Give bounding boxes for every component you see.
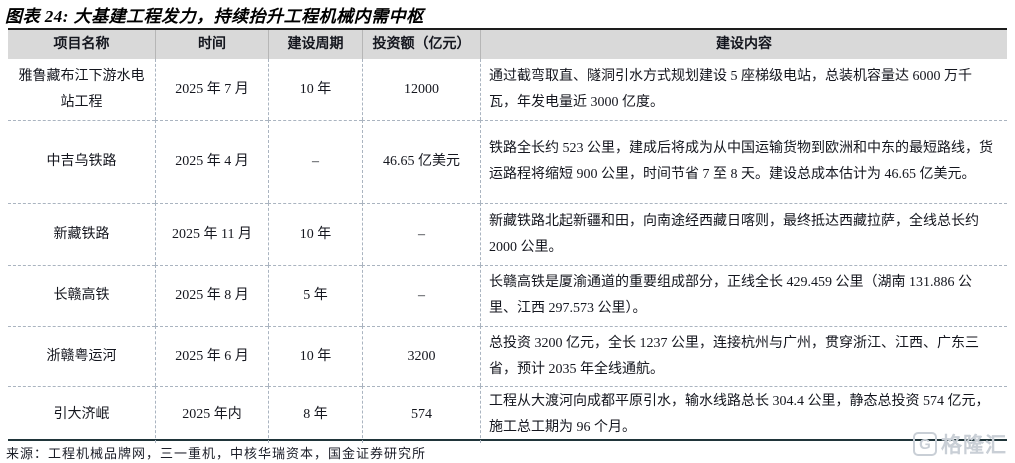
cell-investment: –	[362, 203, 480, 265]
header-time: 时间	[155, 30, 268, 59]
cell-time: 2025 年 7 月	[155, 59, 268, 120]
cell-period: 5 年	[268, 265, 362, 326]
cell-project-name: 浙赣粤运河	[8, 326, 155, 386]
cell-period: 10 年	[268, 203, 362, 265]
cell-content: 工程从大渡河向成都平原引水，输水线路总长 304.4 公里，静态总投资 574 …	[480, 386, 1007, 443]
header-period: 建设周期	[268, 30, 362, 59]
gelonghui-watermark: G 格隆汇	[913, 429, 1007, 459]
cell-time: 2025 年 8 月	[155, 265, 268, 326]
table-row: 浙赣粤运河 2025 年 6 月 10 年 3200 总投资 3200 亿元，全…	[8, 326, 1007, 386]
cell-project-name: 引大济岷	[8, 386, 155, 443]
cell-time: 2025 年 11 月	[155, 203, 268, 265]
cell-content: 长赣高铁是厦渝通道的重要组成部分，正线全长 429.459 公里（湖南 131.…	[480, 265, 1007, 326]
gelonghui-logo-icon: G	[913, 432, 937, 456]
cell-investment: 574	[362, 386, 480, 443]
source-note: 来源：工程机械品牌网，三一重机，中核华瑞资本，国金证券研究所	[6, 446, 427, 461]
table-header-row: 项目名称 时间 建设周期 投资额（亿元） 建设内容	[8, 30, 1007, 59]
watermark-label: 格隆汇	[941, 434, 1007, 457]
cell-investment: 12000	[362, 59, 480, 120]
cell-time: 2025 年 6 月	[155, 326, 268, 386]
header-content: 建设内容	[480, 30, 1007, 59]
figure-title: 图表 24: 大基建工程发力，持续抬升工程机械内需中枢	[5, 7, 424, 26]
cell-project-name: 雅鲁藏布江下游水电站工程	[18, 68, 145, 110]
cell-period: 8 年	[268, 386, 362, 443]
table-row: 新藏铁路 2025 年 11 月 10 年 – 新藏铁路北起新疆和田，向南途经西…	[8, 203, 1007, 265]
cell-period: 10 年	[268, 326, 362, 386]
table-row: 引大济岷 2025 年内 8 年 574 工程从大渡河向成都平原引水，输水线路总…	[8, 386, 1007, 443]
projects-table: 项目名称 时间 建设周期 投资额（亿元） 建设内容 雅鲁藏布江下游水电站工程 2…	[8, 28, 1007, 443]
table-row: 长赣高铁 2025 年 8 月 5 年 – 长赣高铁是厦渝通道的重要组成部分，正…	[8, 265, 1007, 326]
cell-period: 10 年	[268, 59, 362, 120]
cell-project-name: 中吉乌铁路	[8, 120, 155, 203]
header-project-name: 项目名称	[53, 36, 110, 52]
cell-content: 新藏铁路北起新疆和田，向南途经西藏日喀则，最终抵达西藏拉萨，全线总长约 2000…	[480, 203, 1007, 265]
table-row: 雅鲁藏布江下游水电站工程 2025 年 7 月 10 年 12000 通过截弯取…	[8, 59, 1007, 120]
header-investment: 投资额（亿元）	[362, 30, 480, 59]
table-row: 中吉乌铁路 2025 年 4 月 – 46.65 亿美元 铁路全长约 523 公…	[8, 120, 1007, 203]
cell-content: 通过截弯取直、隧洞引水方式规划建设 5 座梯级电站，总装机容量达 6000 万千…	[480, 59, 1007, 120]
cell-project-name: 新藏铁路	[8, 203, 155, 265]
cell-period: –	[268, 120, 362, 203]
cell-content: 铁路全长约 523 公里，建成后将成为从中国运输货物到欧洲和中东的最短路线，货运…	[480, 120, 1007, 203]
cell-content: 总投资 3200 亿元，全长 1237 公里，连接杭州与广州，贯穿浙江、江西、广…	[480, 326, 1007, 386]
cell-investment: 3200	[362, 326, 480, 386]
cell-investment: 46.65 亿美元	[362, 120, 480, 203]
cell-project-name: 长赣高铁	[8, 265, 155, 326]
cell-time: 2025 年内	[155, 386, 268, 443]
cell-investment: –	[362, 265, 480, 326]
cell-time: 2025 年 4 月	[155, 120, 268, 203]
